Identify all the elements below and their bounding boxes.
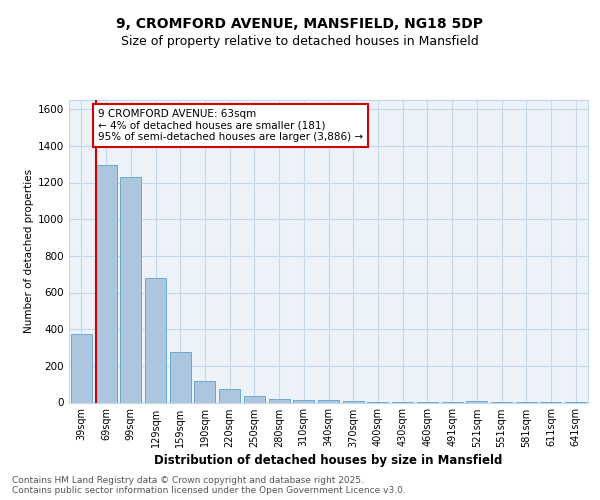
Bar bbox=[293, 400, 314, 402]
Bar bbox=[343, 400, 364, 402]
Y-axis label: Number of detached properties: Number of detached properties bbox=[24, 169, 34, 334]
Bar bbox=[120, 177, 141, 402]
X-axis label: Distribution of detached houses by size in Mansfield: Distribution of detached houses by size … bbox=[154, 454, 503, 466]
Bar bbox=[219, 389, 240, 402]
Text: 9 CROMFORD AVENUE: 63sqm
← 4% of detached houses are smaller (181)
95% of semi-d: 9 CROMFORD AVENUE: 63sqm ← 4% of detache… bbox=[98, 109, 363, 142]
Bar bbox=[95, 165, 116, 402]
Bar bbox=[71, 334, 92, 402]
Bar bbox=[466, 401, 487, 402]
Bar bbox=[244, 396, 265, 402]
Bar bbox=[318, 400, 339, 402]
Text: Size of property relative to detached houses in Mansfield: Size of property relative to detached ho… bbox=[121, 35, 479, 48]
Bar bbox=[194, 380, 215, 402]
Text: 9, CROMFORD AVENUE, MANSFIELD, NG18 5DP: 9, CROMFORD AVENUE, MANSFIELD, NG18 5DP bbox=[116, 18, 484, 32]
Bar bbox=[170, 352, 191, 403]
Bar bbox=[145, 278, 166, 402]
Text: Contains HM Land Registry data © Crown copyright and database right 2025.
Contai: Contains HM Land Registry data © Crown c… bbox=[12, 476, 406, 495]
Bar bbox=[269, 399, 290, 402]
